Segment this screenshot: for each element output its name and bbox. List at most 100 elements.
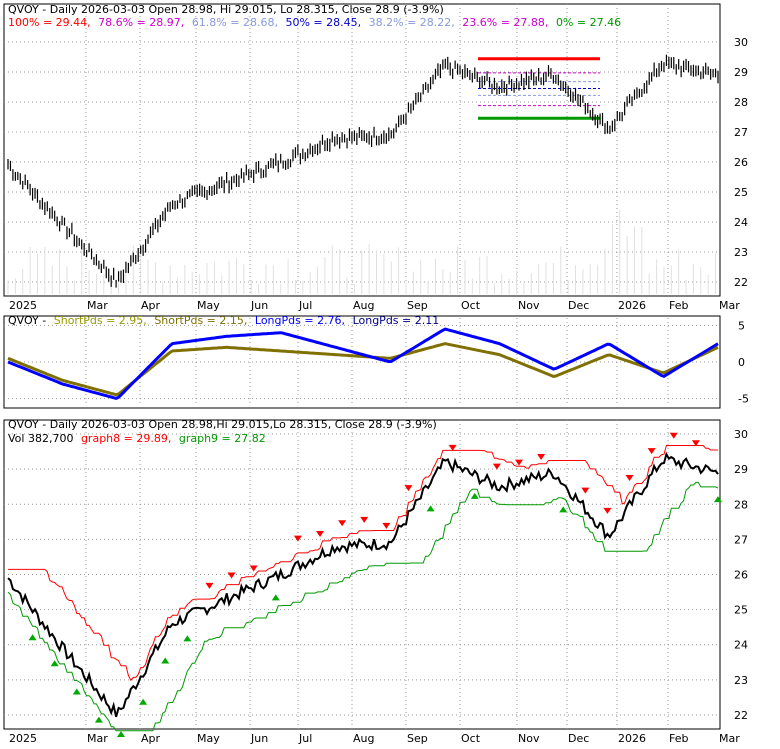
signal-arrow-244 [603, 507, 612, 514]
x-label-top-3: May [197, 299, 220, 312]
signal-arrow-37 [94, 716, 103, 723]
price-series [7, 54, 719, 288]
y-tick-price-7: 23 [734, 246, 748, 259]
x-label-bottom-4: Jun [250, 732, 268, 745]
x-label-top-11: 2026 [618, 299, 646, 312]
signal-arrow-82 [205, 582, 214, 589]
price-panel-frame [3, 3, 721, 297]
signal-arrow-118 [293, 535, 302, 542]
lower-series [7, 445, 719, 732]
y-tick-price-5: 25 [734, 186, 748, 199]
x-label-top-8: Oct [461, 299, 481, 312]
y-tick-price-8: 22 [734, 276, 748, 289]
signal-arrow-280 [691, 440, 700, 447]
x-label-bottom-7: Sep [407, 732, 428, 745]
signal-arrow-28 [72, 688, 81, 695]
fib-618: 61.8% = 28.68, [192, 16, 278, 29]
axis-labels: 2025 2025 Mar Mar Apr Apr May May Jun Jun Jul Jul Au… [9, 36, 749, 745]
x-label-bottom-3: May [197, 732, 220, 745]
y-tick-price-6: 24 [734, 216, 748, 229]
y-tick-price-0: 30 [734, 36, 748, 49]
x-label-top-7: Sep [407, 299, 428, 312]
fib-levels [478, 57, 600, 120]
fib-236: 23.6% = 27.88, [462, 16, 548, 29]
signal-arrow-73 [183, 635, 192, 642]
y-tick-lower-0: 30 [734, 428, 748, 441]
signal-arrow-253 [625, 474, 634, 481]
y-tick-lower-6: 24 [734, 639, 748, 652]
signal-arrow-217 [537, 453, 546, 460]
x-label-top-6: Aug [353, 299, 374, 312]
signal-arrow-64 [161, 657, 170, 664]
x-label-bottom-12: Feb [669, 732, 688, 745]
signal-arrows [28, 432, 722, 737]
signal-arrow-100 [249, 565, 258, 572]
lower-legend: Vol 382,700 graph8 = 29.89, graph9 = 27.… [8, 432, 266, 445]
signal-arrow-271 [669, 432, 678, 439]
signal-arrow-19 [50, 660, 59, 667]
signal-arrow-181 [448, 444, 457, 451]
y-tick-lower-1: 29 [734, 463, 748, 476]
signal-arrow-262 [647, 448, 656, 455]
fib-786: 78.6% = 28.97, [98, 16, 184, 29]
osc-line-longpds [7, 327, 719, 400]
fib-0: 0% = 27.46 [556, 16, 621, 29]
oscillator-series [7, 327, 719, 400]
signal-arrow-163 [404, 485, 413, 492]
signal-arrow-55 [139, 698, 148, 705]
signal-arrow-190 [470, 492, 479, 499]
x-label-top-4: Jun [250, 299, 268, 312]
y-tick-price-2: 28 [734, 96, 748, 109]
fib-382: 38.2% = 28.22, [369, 16, 455, 29]
y-tick-price-1: 29 [734, 66, 748, 79]
lower-graph8: graph8 = 29.89, [81, 432, 171, 445]
y-tick-lower-7: 23 [734, 674, 748, 687]
y-tick-price-3: 27 [734, 126, 748, 139]
y-tick-osc-2: -5 [738, 393, 749, 406]
osc-legend-long1: LongPds = 2.76, [255, 314, 345, 327]
signal-arrow-91 [227, 572, 236, 579]
osc-legend-short2: ShortPds = 2.15, [154, 314, 247, 327]
signal-arrow-154 [382, 522, 391, 529]
signal-arrow-136 [338, 520, 347, 527]
signal-arrow-145 [360, 516, 369, 523]
x-label-top-12: Feb [669, 299, 688, 312]
x-label-top-13: Mar [719, 299, 740, 312]
x-label-top-5: Jul [298, 299, 312, 312]
signal-arrow-199 [492, 463, 501, 470]
x-label-top-0: 2025 [9, 299, 37, 312]
y-tick-lower-2: 28 [734, 498, 748, 511]
lower-close-line [7, 451, 719, 718]
y-tick-osc-0: 5 [738, 319, 745, 332]
signal-arrow-46 [117, 730, 126, 737]
fib-100: 100% = 29.44, [8, 16, 91, 29]
x-label-top-1: Mar [87, 299, 108, 312]
x-label-bottom-9: Nov [518, 732, 540, 745]
lower-volume: Vol 382,700 [8, 432, 73, 445]
x-label-top-9: Nov [518, 299, 540, 312]
x-label-top-10: Dec [568, 299, 589, 312]
signal-arrow-235 [581, 487, 590, 494]
volume-bars [7, 209, 717, 294]
signal-arrow-208 [515, 459, 524, 466]
signal-arrow-172 [426, 505, 435, 512]
lower-title: QVOY - Daily 2026-03-03 Open 28.98,Hi 29… [8, 418, 437, 431]
graph8-line [8, 445, 718, 682]
signal-arrow-109 [271, 594, 280, 601]
x-label-bottom-0: 2025 [9, 732, 37, 745]
x-label-bottom-1: Mar [87, 732, 108, 745]
x-label-bottom-11: 2026 [618, 732, 646, 745]
osc-legend-ticker: QVOY - [8, 314, 46, 327]
signal-arrow-10 [28, 634, 37, 641]
y-tick-lower-4: 26 [734, 569, 748, 582]
fib-50: 50% = 28.45, [285, 16, 361, 29]
x-label-bottom-2: Apr [141, 732, 161, 745]
signal-arrow-289 [714, 496, 722, 503]
y-tick-lower-3: 27 [734, 533, 748, 546]
y-tick-lower-8: 22 [734, 709, 748, 722]
x-label-bottom-13: Mar [719, 732, 740, 745]
osc-legend-long2: LongPds = 2.11 [353, 314, 440, 327]
graph9-line [7, 481, 719, 732]
